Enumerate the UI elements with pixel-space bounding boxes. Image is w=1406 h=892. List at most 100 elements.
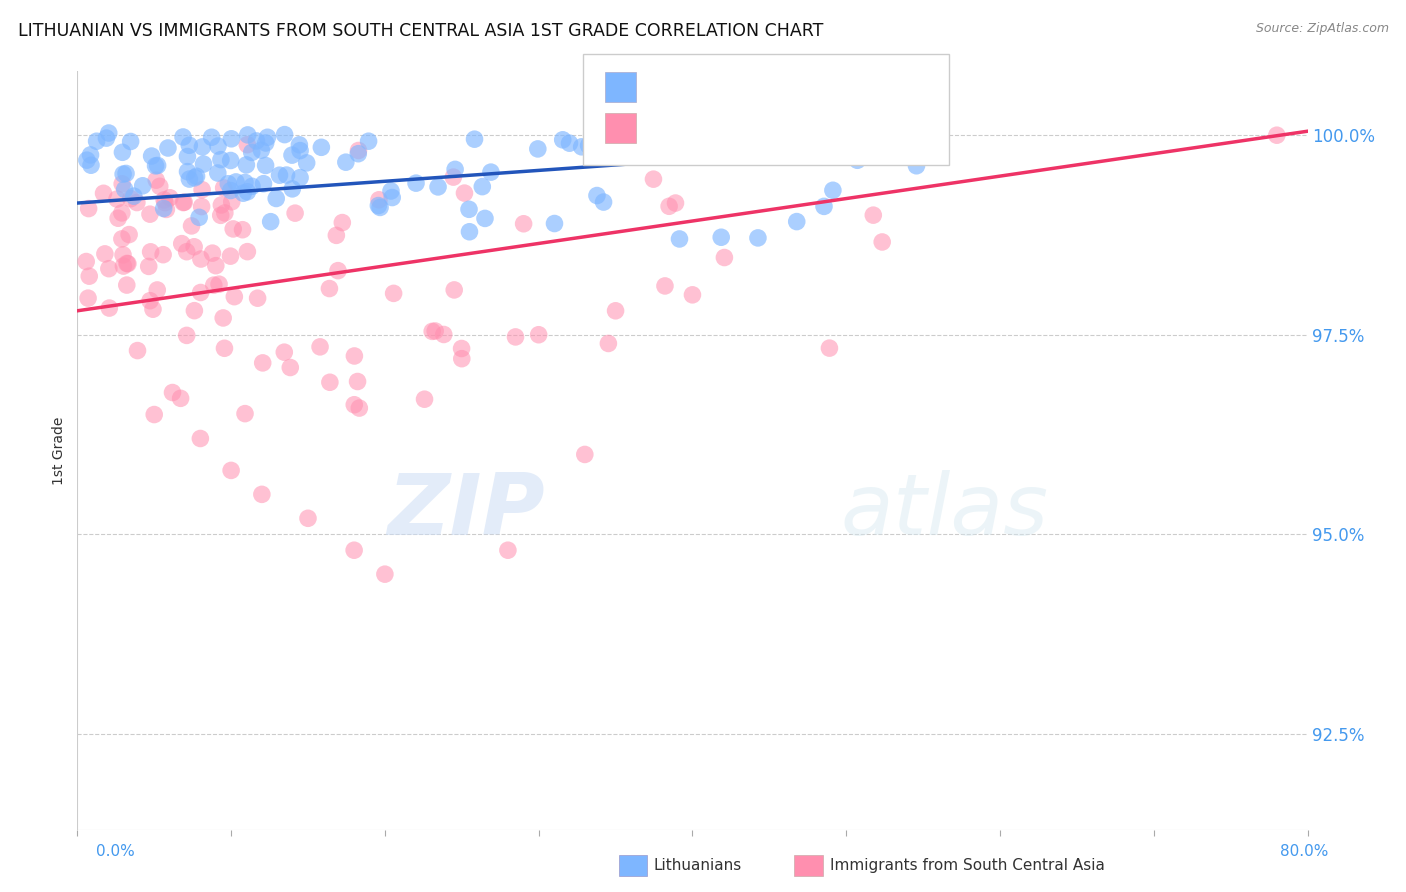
Point [319,376,342,390]
Point [558,136,581,151]
Point [186,169,208,184]
Point [75,254,97,268]
Point [225,175,247,189]
Point [821,183,844,197]
Point [374,567,396,582]
Point [264,192,287,206]
Point [221,132,243,146]
Point [118,227,141,242]
Point [297,511,319,525]
Point [117,257,139,271]
Point [96,131,118,145]
Point [273,128,295,142]
Point [368,201,391,215]
Text: LITHUANIAN VS IMMIGRANTS FROM SOUTH CENTRAL ASIA 1ST GRADE CORRELATION CHART: LITHUANIAN VS IMMIGRANTS FROM SOUTH CENT… [18,22,824,40]
Point [219,153,242,168]
Point [193,157,215,171]
Point [146,283,169,297]
Point [578,138,600,153]
Point [233,407,256,421]
Point [219,463,242,477]
Point [250,487,273,501]
Point [207,139,229,153]
Point [453,186,475,200]
Point [114,182,136,196]
Point [111,232,134,246]
Point [190,252,212,266]
Point [170,236,193,251]
Point [183,170,205,185]
Point [246,291,269,305]
Point [381,190,404,204]
Point [330,216,353,230]
Point [658,199,681,213]
Point [97,261,120,276]
Point [127,343,149,358]
Point [668,232,690,246]
Point [77,269,100,284]
Point [260,215,283,229]
Point [254,158,277,172]
Point [77,291,100,305]
Point [420,325,443,339]
Point [190,285,212,300]
Point [191,140,214,154]
Point [141,149,163,163]
Point [682,288,704,302]
Point [367,198,389,212]
Point [496,543,519,558]
Point [214,206,236,220]
Point [450,342,472,356]
Text: Source: ZipAtlas.com: Source: ZipAtlas.com [1256,22,1389,36]
Point [120,135,142,149]
Text: Immigrants from South Central Asia: Immigrants from South Central Asia [830,858,1105,872]
Point [905,159,928,173]
Point [209,153,232,167]
Point [276,168,298,182]
Point [382,286,405,301]
Point [325,228,347,243]
Point [139,293,162,308]
Point [654,279,676,293]
Point [115,278,138,293]
Point [201,130,224,145]
Text: 80.0%: 80.0% [1281,845,1329,859]
Text: 0.0%: 0.0% [96,845,135,859]
Point [713,251,735,265]
Point [180,219,202,233]
Point [598,336,620,351]
Text: R = 0.593   N =  95: R = 0.593 N = 95 [650,77,856,96]
Point [240,145,263,160]
Point [143,408,166,422]
Point [413,392,436,407]
Point [152,248,174,262]
Point [142,302,165,317]
Point [176,244,198,259]
Point [176,149,198,163]
Point [527,142,550,156]
Point [256,130,278,145]
Point [97,126,120,140]
Point [111,206,134,220]
Point [574,447,596,461]
Point [776,128,799,143]
Point [326,263,349,277]
Point [343,543,366,558]
Point [786,214,808,228]
Point [252,356,274,370]
Point [232,223,254,237]
Point [207,166,229,180]
Point [217,177,239,191]
Point [284,206,307,220]
Point [357,134,380,148]
Point [222,222,245,236]
Point [115,166,138,180]
Point [98,301,121,315]
Point [458,225,481,239]
Point [172,195,194,210]
Point [710,230,733,244]
Point [870,235,893,249]
Point [349,401,371,415]
Point [818,341,841,355]
Point [236,244,259,259]
